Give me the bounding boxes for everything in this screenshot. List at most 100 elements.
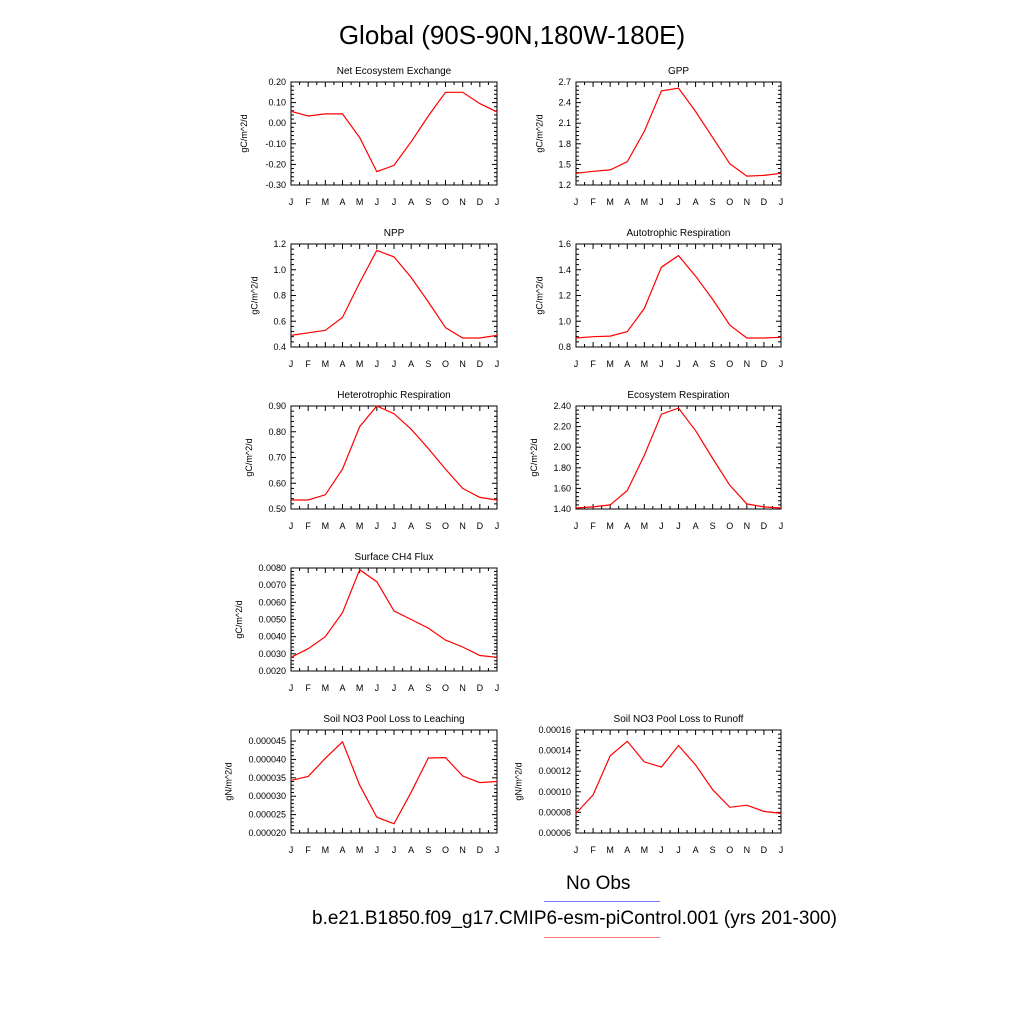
y-tick-label: 0.00006 — [538, 828, 571, 838]
y-axis-label: gC/m^2/d — [529, 438, 539, 476]
x-tick-label: F — [590, 521, 596, 531]
y-axis-label: gC/m^2/d — [234, 600, 244, 638]
x-tick-label: J — [676, 845, 681, 855]
x-tick-label: M — [322, 683, 330, 693]
series-line — [290, 740, 498, 825]
x-tick-label: N — [744, 359, 751, 369]
plot-frame — [290, 729, 498, 834]
y-tick-label: 1.4 — [558, 265, 571, 275]
x-tick-label: M — [606, 521, 614, 531]
y-tick-label: 0.000025 — [248, 810, 286, 820]
series-line — [290, 91, 498, 173]
x-tick-label: S — [710, 359, 716, 369]
x-tick-label: J — [375, 845, 380, 855]
plot-frame — [575, 405, 782, 510]
x-tick-label: S — [710, 197, 716, 207]
y-tick-label: 0.8 — [558, 342, 571, 352]
x-tick-label: J — [375, 197, 380, 207]
x-tick-label: N — [459, 197, 466, 207]
x-tick-label: J — [375, 359, 380, 369]
x-tick-label: M — [356, 683, 364, 693]
x-tick-label: J — [392, 521, 397, 531]
y-tick-label: 1.6 — [558, 239, 571, 249]
x-tick-label: M — [356, 521, 364, 531]
x-tick-label: J — [495, 521, 500, 531]
x-tick-label: M — [606, 845, 614, 855]
x-tick-label: D — [761, 359, 768, 369]
y-tick-label: -0.10 — [265, 139, 286, 149]
x-tick-label: J — [574, 845, 579, 855]
x-tick-label: J — [574, 521, 579, 531]
y-tick-label: 0.4 — [273, 342, 286, 352]
x-tick-label: A — [624, 359, 630, 369]
x-tick-label: F — [305, 683, 311, 693]
x-tick-label: O — [726, 845, 733, 855]
series-line — [575, 254, 782, 339]
x-tick-label: O — [442, 521, 449, 531]
x-tick-label: J — [392, 197, 397, 207]
x-tick-label: A — [339, 521, 345, 531]
x-tick-label: J — [495, 845, 500, 855]
x-tick-label: J — [495, 359, 500, 369]
legend-obs-line — [544, 901, 660, 902]
x-tick-label: O — [442, 197, 449, 207]
x-tick-label: O — [726, 521, 733, 531]
y-tick-label: 0.0050 — [258, 615, 286, 625]
series-line — [290, 249, 498, 339]
plot-frame — [575, 81, 782, 186]
y-tick-label: 2.7 — [558, 77, 571, 87]
y-tick-label: 1.2 — [273, 239, 286, 249]
x-tick-label: S — [425, 521, 431, 531]
y-axis-label: gN/m^2/d — [514, 762, 524, 800]
x-tick-label: M — [322, 521, 330, 531]
y-axis-label: gC/m^2/d — [249, 276, 259, 314]
y-tick-label: 1.40 — [553, 504, 571, 514]
y-axis-label: gC/m^2/d — [239, 114, 249, 152]
x-tick-label: F — [305, 359, 311, 369]
y-tick-label: 0.00014 — [538, 746, 571, 756]
x-tick-label: D — [477, 683, 484, 693]
y-tick-label: 0.000030 — [248, 791, 286, 801]
legend-case-label: b.e21.B1850.f09_g17.CMIP6-esm-piControl.… — [312, 908, 837, 929]
y-tick-label: 1.0 — [558, 316, 571, 326]
x-tick-label: J — [779, 845, 784, 855]
y-tick-label: 0.0020 — [258, 666, 286, 676]
panel-title: Ecosystem Respiration — [627, 390, 729, 401]
y-axis-label: gC/m^2/d — [534, 276, 544, 314]
y-tick-label: 0.00 — [268, 118, 286, 128]
x-tick-label: J — [779, 197, 784, 207]
series-line — [290, 568, 498, 658]
x-tick-label: M — [606, 359, 614, 369]
x-tick-label: D — [761, 845, 768, 855]
x-tick-label: J — [779, 359, 784, 369]
x-tick-label: F — [590, 845, 596, 855]
y-tick-label: 1.8 — [558, 139, 571, 149]
x-tick-label: N — [459, 359, 466, 369]
x-tick-label: O — [726, 359, 733, 369]
x-tick-label: F — [305, 845, 311, 855]
x-tick-label: D — [477, 359, 484, 369]
x-tick-label: J — [392, 845, 397, 855]
panel-title: NPP — [384, 228, 405, 239]
y-tick-label: 0.00016 — [538, 725, 571, 735]
x-tick-label: A — [408, 359, 414, 369]
x-tick-label: A — [693, 197, 699, 207]
y-tick-label: 2.1 — [558, 118, 571, 128]
x-tick-label: J — [495, 197, 500, 207]
x-tick-label: N — [459, 521, 466, 531]
x-tick-label: N — [744, 845, 751, 855]
x-tick-label: J — [676, 359, 681, 369]
x-tick-label: M — [322, 845, 330, 855]
y-tick-label: 1.0 — [273, 265, 286, 275]
y-tick-label: 0.70 — [268, 453, 286, 463]
x-tick-label: O — [442, 845, 449, 855]
x-tick-label: F — [590, 359, 596, 369]
y-tick-label: 0.20 — [268, 77, 286, 87]
